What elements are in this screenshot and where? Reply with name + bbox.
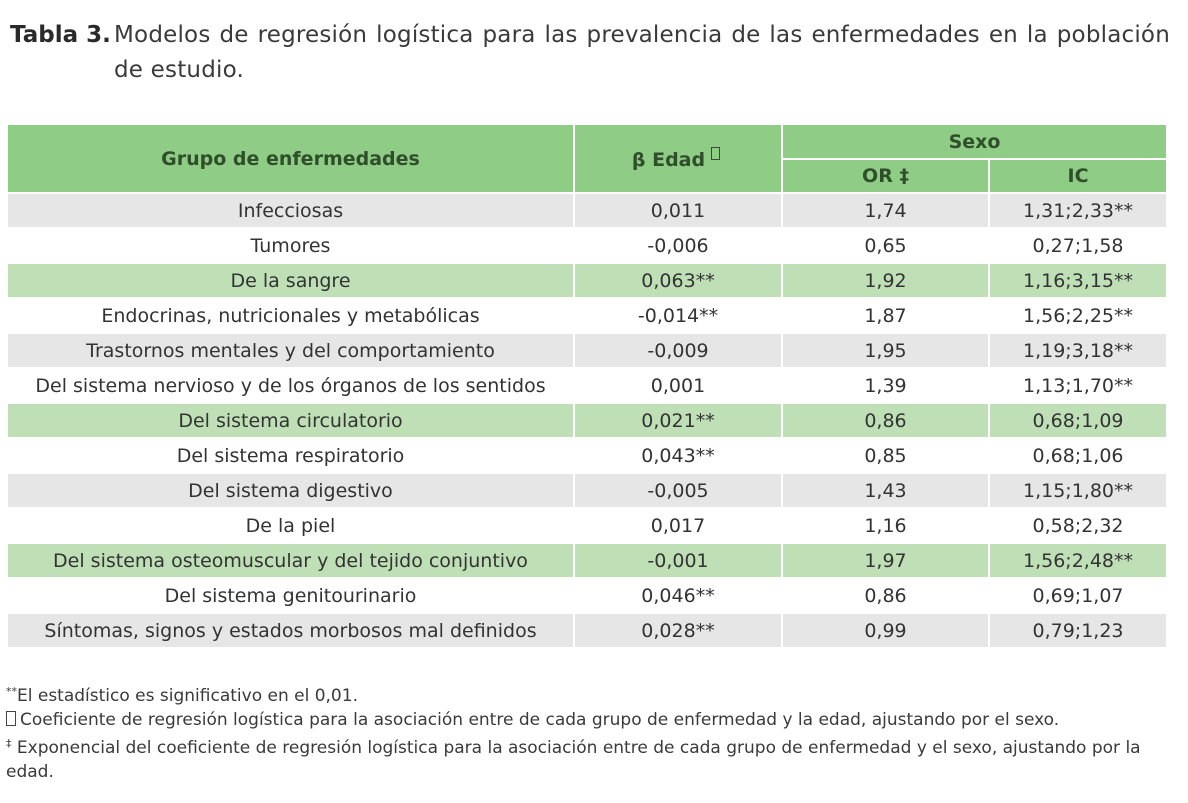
cell-beta: 0,011 [575, 194, 783, 229]
cell-ic: 0,79;1,23 [990, 614, 1167, 649]
header-beta-label: β Edad [631, 148, 706, 171]
cell-or: 1,43 [783, 474, 990, 509]
footnote-text: Exponencial del coeficiente de regresión… [6, 738, 1141, 782]
cell-or: 0,65 [783, 229, 990, 264]
cell-group: Del sistema respiratorio [8, 439, 575, 474]
table-row: Del sistema digestivo -0,005 1,43 1,15;1,80… [8, 474, 1167, 509]
table-row: De la sangre 0,063** 1,92 1,16;3,15** [8, 264, 1167, 299]
cell-ic: 1,19;3,18** [990, 334, 1167, 369]
cell-beta: 0,017 [575, 509, 783, 544]
footnote-text: Coeficiente de regresión logística para … [20, 710, 1060, 730]
caption-text: Modelos de regresión logística para las … [114, 22, 1170, 83]
cell-ic: 0,27;1,58 [990, 229, 1167, 264]
table-row: Trastornos mentales y del comportamiento… [8, 334, 1167, 369]
cell-group: Del sistema nervioso y de los órganos de… [8, 369, 575, 404]
cell-group: Del sistema osteomuscular y del tejido c… [8, 544, 575, 579]
cell-ic: 1,15;1,80** [990, 474, 1167, 509]
footnote-text: El estadístico es significativo en el 0,… [17, 686, 358, 706]
table-row: Del sistema osteomuscular y del tejido c… [8, 544, 1167, 579]
missing-glyph-icon [6, 711, 16, 726]
cell-or: 1,92 [783, 264, 990, 299]
header-group-label: Grupo de enfermedades [161, 147, 420, 170]
cell-or: 1,74 [783, 194, 990, 229]
cell-group: Infecciosas [8, 194, 575, 229]
caption-label: Tabla 3. [10, 22, 111, 48]
cell-beta: 0,046** [575, 579, 783, 614]
header-beta: β Edad [575, 125, 783, 194]
cell-or: 0,99 [783, 614, 990, 649]
header-ic: IC [990, 160, 1167, 194]
cell-group: Trastornos mentales y del comportamiento [8, 334, 575, 369]
table-row: Del sistema circulatorio 0,021** 0,86 0,68;… [8, 404, 1167, 439]
cell-group: Del sistema genitourinario [8, 579, 575, 614]
cell-group: Síntomas, signos y estados morbosos mal … [8, 614, 575, 649]
cell-or: 0,86 [783, 404, 990, 439]
cell-or: 1,39 [783, 369, 990, 404]
cell-beta: -0,014** [575, 299, 783, 334]
cell-beta: -0,001 [575, 544, 783, 579]
cell-beta: 0,043** [575, 439, 783, 474]
cell-group: Endocrinas, nutricionales y metabólicas [8, 299, 575, 334]
missing-glyph-icon [711, 146, 721, 160]
cell-group: De la sangre [8, 264, 575, 299]
cell-or: 0,85 [783, 439, 990, 474]
cell-or: 1,87 [783, 299, 990, 334]
cell-group: Tumores [8, 229, 575, 264]
table-row: Síntomas, signos y estados morbosos mal … [8, 614, 1167, 649]
cell-ic: 1,56;2,25** [990, 299, 1167, 334]
cell-ic: 1,56;2,48** [990, 544, 1167, 579]
cell-or: 0,86 [783, 579, 990, 614]
cell-group: De la piel [8, 509, 575, 544]
regression-table: Grupo de enfermedades β Edad Sexo OR ‡ I… [8, 125, 1167, 649]
cell-group: Del sistema circulatorio [8, 404, 575, 439]
footnote-mark: ‡ [6, 737, 12, 750]
table-row: Del sistema respiratorio 0,043** 0,85 0,68;… [8, 439, 1167, 474]
cell-beta: -0,006 [575, 229, 783, 264]
cell-group: Del sistema digestivo [8, 474, 575, 509]
cell-beta: 0,021** [575, 404, 783, 439]
header-ic-label: IC [1067, 165, 1089, 187]
cell-or: 1,95 [783, 334, 990, 369]
cell-ic: 1,31;2,33** [990, 194, 1167, 229]
table-row: Tumores -0,006 0,65 0,27;1,58 [8, 229, 1167, 264]
cell-ic: 0,68;1,09 [990, 404, 1167, 439]
cell-ic: 0,68;1,06 [990, 439, 1167, 474]
table-row: De la piel 0,017 1,16 0,58;2,32 [8, 509, 1167, 544]
cell-beta: 0,001 [575, 369, 783, 404]
footnote-or: ‡ Exponencial del coeficiente de regresi… [6, 732, 1156, 784]
table-row: Del sistema genitourinario 0,046** 0,86 0,6… [8, 579, 1167, 614]
cell-or: 1,16 [783, 509, 990, 544]
footnote-mark: ** [6, 685, 17, 698]
table-footnotes: **El estadístico es significativo en el … [6, 680, 1156, 784]
header-sexo: Sexo [783, 125, 1167, 160]
table-row: Infecciosas 0,011 1,74 1,31;2,33** [8, 194, 1167, 229]
header-or: OR ‡ [783, 160, 990, 194]
table-row: Del sistema nervioso y de los órganos de… [8, 369, 1167, 404]
cell-ic: 0,58;2,32 [990, 509, 1167, 544]
table-caption: Tabla 3. Modelos de regresión logística … [10, 18, 1170, 88]
cell-or: 1,97 [783, 544, 990, 579]
cell-beta: -0,009 [575, 334, 783, 369]
header-group: Grupo de enfermedades [8, 125, 575, 194]
footnote-beta: Coeficiente de regresión logística para … [6, 708, 1156, 732]
cell-ic: 1,16;3,15** [990, 264, 1167, 299]
cell-beta: 0,028** [575, 614, 783, 649]
cell-ic: 1,13;1,70** [990, 369, 1167, 404]
header-or-label: OR ‡ [862, 165, 909, 187]
table-row: Endocrinas, nutricionales y metabólicas -… [8, 299, 1167, 334]
header-sexo-label: Sexo [948, 130, 1001, 153]
cell-beta: 0,063** [575, 264, 783, 299]
cell-ic: 0,69;1,07 [990, 579, 1167, 614]
cell-beta: -0,005 [575, 474, 783, 509]
footnote-significance: **El estadístico es significativo en el … [6, 680, 1156, 708]
